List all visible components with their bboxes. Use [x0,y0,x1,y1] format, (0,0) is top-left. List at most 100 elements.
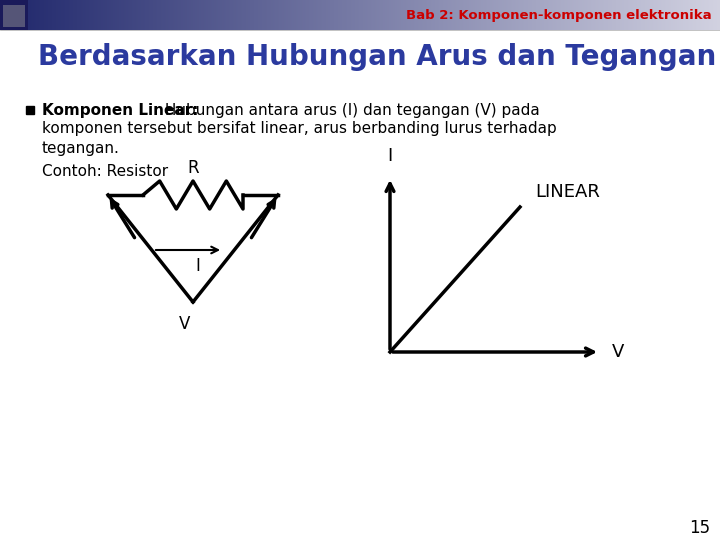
Bar [609,0,610,30]
Text: V: V [612,343,624,361]
Bar [160,0,161,30]
Bar [329,0,330,30]
Bar [578,0,579,30]
Bar [481,0,482,30]
Bar [592,0,593,30]
Bar [57,0,58,30]
Bar [300,0,301,30]
Bar [115,0,116,30]
Bar [588,0,589,30]
Bar [82,0,83,30]
Bar [184,0,185,30]
Bar [302,0,303,30]
Bar [230,0,231,30]
Bar [376,0,377,30]
Bar [211,0,212,30]
Bar [433,0,434,30]
Bar [687,0,688,30]
Bar [93,0,94,30]
Bar [603,0,604,30]
Bar [348,0,349,30]
Bar [700,0,701,30]
Bar [311,0,312,30]
Bar [58,0,59,30]
Bar [482,0,483,30]
Bar [276,0,277,30]
Bar [538,0,539,30]
Bar [159,0,160,30]
Bar [453,0,454,30]
Bar [344,0,345,30]
Bar [63,0,64,30]
Bar [610,0,611,30]
Bar [480,0,481,30]
Bar [364,0,365,30]
Bar [643,0,644,30]
Bar [301,0,302,30]
Bar [607,0,608,30]
Bar [192,0,193,30]
Bar [421,0,422,30]
Bar [157,0,158,30]
Bar [601,0,602,30]
Bar [75,0,76,30]
Bar [502,0,503,30]
Bar [130,0,131,30]
Bar [86,0,87,30]
Bar [315,0,316,30]
Bar [553,0,554,30]
Bar [517,0,518,30]
Bar [138,0,139,30]
Bar [675,0,676,30]
Bar [94,0,95,30]
Text: Hubungan antara arus (I) dan tegangan (V) pada: Hubungan antara arus (I) dan tegangan (V… [161,103,540,118]
Bar [8,0,9,30]
Bar [259,0,260,30]
Bar [430,0,431,30]
Bar [509,0,510,30]
Bar [223,0,224,30]
Bar [585,0,586,30]
Bar [557,0,558,30]
Bar [114,0,115,30]
Bar [2,0,3,30]
Bar [190,0,191,30]
Bar [427,0,428,30]
Bar [372,0,373,30]
Bar [178,0,179,30]
Bar [132,0,133,30]
Bar [418,0,419,30]
Bar [705,0,706,30]
Bar [68,0,69,30]
Bar [292,0,293,30]
Bar [168,0,169,30]
Bar [241,0,242,30]
Bar [549,0,550,30]
Bar [79,0,80,30]
Bar [469,0,470,30]
Bar [382,0,383,30]
Bar [45,0,46,30]
Bar [519,0,520,30]
Bar [25,0,26,30]
Bar [32,0,33,30]
Bar [104,0,105,30]
Bar [249,0,250,30]
Bar [525,0,526,30]
Bar [121,0,122,30]
Bar [463,0,464,30]
Bar [405,0,406,30]
Bar [345,0,346,30]
Bar [565,0,566,30]
Bar [402,0,403,30]
Bar [336,0,337,30]
Bar [398,0,399,30]
Bar [277,0,278,30]
Bar [571,0,572,30]
Bar [458,0,459,30]
Bar [683,0,684,30]
Bar [252,0,253,30]
Bar [146,0,147,30]
Bar [53,0,54,30]
Bar [499,0,500,30]
